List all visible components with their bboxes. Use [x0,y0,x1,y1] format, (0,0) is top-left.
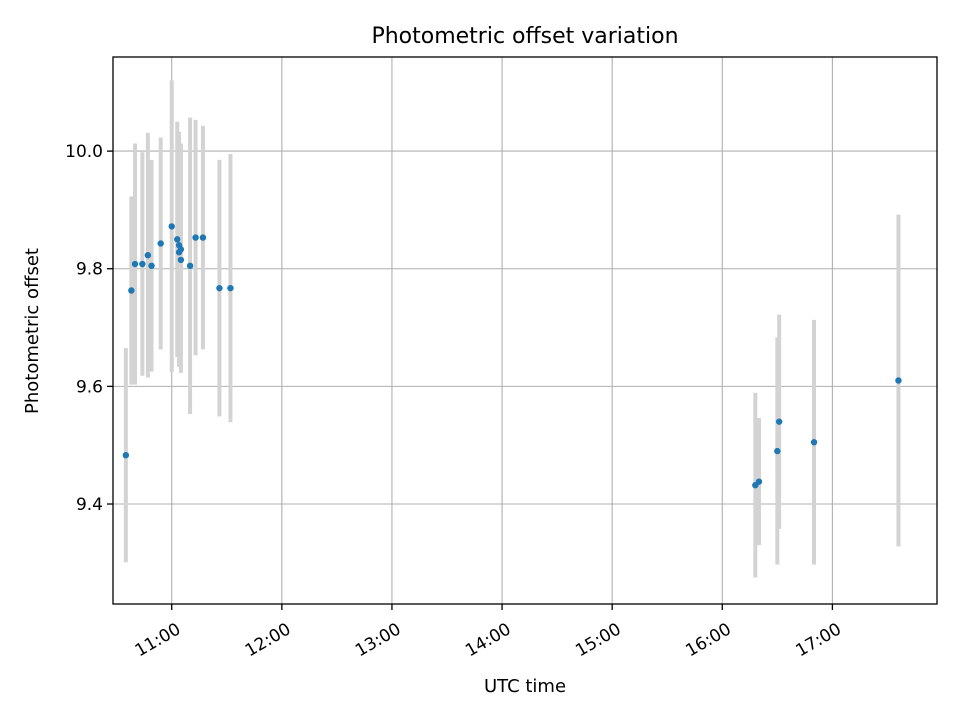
data-point [122,451,130,459]
data-point [177,246,185,253]
data-point [131,260,139,268]
y-tick-label: 10.0 [65,142,103,162]
data-point [168,223,175,230]
data-point [157,240,164,247]
grid [113,57,937,604]
x-tick-label: 13:00 [352,619,404,661]
data-point [755,478,763,485]
data-point [139,260,146,268]
data-points [122,223,902,489]
data-point [144,252,152,259]
data-point [775,418,783,425]
y-tick-label: 9.6 [76,377,103,397]
y-axis-label: Photometric offset [22,248,43,414]
x-tick-label: 17:00 [792,619,844,661]
data-point [192,234,199,241]
x-tick-label: 11:00 [132,619,184,661]
data-point [216,284,223,292]
data-point [174,236,181,243]
x-tick-label: 12:00 [242,619,294,661]
x-axis-label: UTC time [484,676,566,697]
data-point [199,234,207,241]
data-point [177,256,185,264]
data-point [186,262,194,270]
data-point [128,287,135,294]
data-point [148,262,155,270]
chart-title: Photometric offset variation [371,24,678,49]
data-point [227,284,234,292]
plot-frame [112,56,938,605]
data-point [895,377,902,384]
y-tick-label: 9.8 [76,260,103,280]
x-tick-label: 15:00 [572,619,624,661]
y-tick-label: 9.4 [76,495,103,515]
data-point [810,439,818,446]
error-bars [123,80,901,578]
data-point [774,447,781,455]
x-tick-label: 14:00 [462,619,514,661]
x-tick-label: 16:00 [682,619,734,661]
